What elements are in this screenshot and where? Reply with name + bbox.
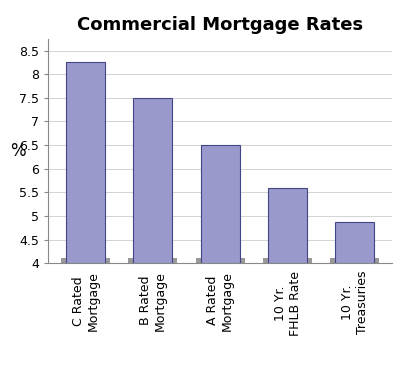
Bar <box>128 259 177 263</box>
Title: Commercial Mortgage Rates: Commercial Mortgage Rates <box>77 16 363 34</box>
Bar <box>263 259 312 263</box>
Bar <box>201 145 240 263</box>
Bar <box>335 222 375 263</box>
Bar <box>66 62 105 263</box>
Bar <box>196 259 245 263</box>
Bar <box>268 188 307 263</box>
Bar <box>61 259 110 263</box>
Bar <box>330 259 379 263</box>
Bar <box>133 98 173 263</box>
Y-axis label: %: % <box>10 142 26 160</box>
